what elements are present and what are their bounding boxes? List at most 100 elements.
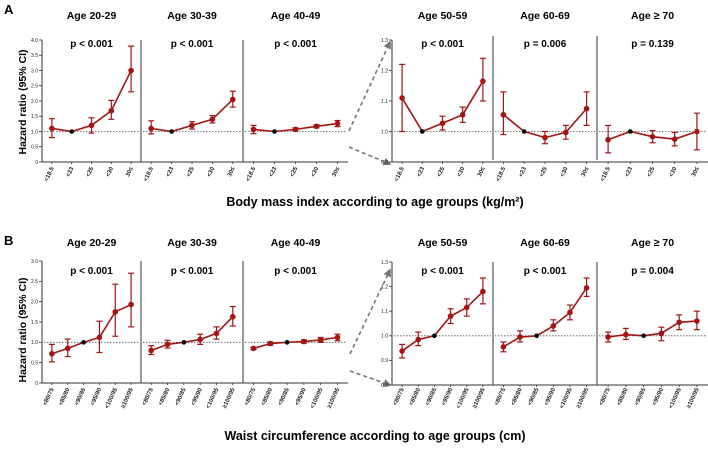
panel-a: A Age 20-29 p < 0.001 0 0.5 1.0 1.5 2.0 2.5 3.0 3.…: [4, 2, 708, 209]
x-tick-label: <95/90: [652, 387, 666, 407]
x-tick-label: <30: [457, 166, 467, 178]
x-tick-label: <30: [669, 166, 679, 178]
y-tick-label: 1.1: [381, 99, 388, 105]
data-point: [459, 111, 466, 118]
data-point: [334, 334, 341, 341]
data-point: [148, 125, 154, 132]
data-point: [250, 126, 257, 133]
reference-point: [432, 333, 437, 339]
data-point: [128, 67, 134, 74]
y-tick-label: 1.0: [381, 334, 388, 340]
age-group-title: Age 30-39: [167, 10, 217, 22]
data-point: [399, 95, 405, 101]
x-tick-label: <90/85: [74, 387, 88, 407]
data-point: [189, 122, 195, 129]
reference-point: [272, 129, 277, 134]
zoom-arrow: [348, 146, 392, 166]
data-point: [480, 78, 486, 84]
x-tick-label: <25: [290, 166, 300, 178]
x-tick-label: <23: [624, 166, 634, 178]
x-tick-label: 30≤: [125, 166, 135, 178]
x-tick-label: <95/90: [441, 387, 455, 407]
x-tick-label: <80/75: [494, 387, 508, 407]
p-value: p < 0.001: [421, 39, 464, 50]
age-group-title: Age 20-29: [67, 10, 117, 22]
y-tick-label: 1.5: [31, 114, 38, 120]
x-tick-label: <25: [437, 166, 447, 178]
data-point: [230, 313, 236, 320]
y-tick-label: 1.0: [381, 129, 388, 135]
y-tick-label: 1.0: [31, 340, 38, 346]
x-tick-label: <18.5: [143, 166, 155, 183]
x-tick-label: <100/95: [559, 387, 574, 410]
data-point: [583, 285, 590, 291]
y-tick-label: 4.0: [31, 38, 38, 44]
p-value: p < 0.001: [421, 266, 464, 277]
data-point: [694, 318, 700, 324]
x-tick-label: ≥100/95: [222, 387, 237, 410]
panel-label: A: [4, 2, 14, 17]
x-tick-label: <80/75: [244, 387, 258, 407]
age-group-title: Age 30-39: [167, 237, 217, 249]
x-tick-label: <25: [186, 166, 196, 178]
data-point: [500, 111, 507, 118]
x-tick-label: <85/80: [58, 387, 72, 407]
reference-point: [641, 333, 646, 339]
data-point: [463, 304, 470, 311]
data-point: [128, 301, 134, 308]
data-point: [658, 330, 665, 337]
x-tick-label: <90/85: [527, 387, 541, 407]
p-value: p < 0.001: [171, 39, 214, 50]
y-tick-label: 0.9: [381, 358, 388, 364]
data-point: [96, 334, 103, 341]
data-point: [334, 120, 341, 127]
x-tick-label: <30: [105, 166, 115, 178]
series-line: [51, 303, 132, 355]
age-group-title: Age ≥ 70: [631, 10, 674, 22]
y-tick-label: 0.5: [31, 145, 38, 151]
x-tick-label: <23: [166, 166, 176, 178]
y-tick-label: 3.0: [31, 68, 38, 74]
data-point: [317, 337, 324, 343]
age-group-title: Age 60-69: [520, 237, 570, 249]
data-point: [148, 347, 154, 354]
data-point: [112, 309, 119, 315]
data-point: [213, 330, 220, 337]
y-tick-label: 0.9: [381, 160, 388, 166]
x-tick-label: <90/85: [634, 387, 648, 407]
x-tick-label: <100/95: [456, 387, 471, 410]
age-group-4: Age 60-69 p = 0.006 <18.5 <23 <25 <30 30≤: [495, 10, 598, 183]
data-point: [676, 319, 682, 326]
age-group-1: Age 30-39 p < 0.001 <80/75 <85/80 <90/85 <95/…: [142, 237, 244, 410]
age-group-0: Age 20-29 p < 0.001 0 0.5 1.0 1.5 2.0 2.5 3.0 3.5…: [31, 10, 142, 183]
p-value: p = 0.004: [631, 266, 674, 277]
x-tick-label: <90/85: [174, 387, 188, 407]
x-tick-label: <80/75: [42, 387, 56, 407]
x-tick-label: <85/80: [616, 387, 630, 407]
x-tick-label: <25: [647, 166, 657, 178]
x-tick-label: <18.5: [495, 166, 507, 183]
age-group-3: Age 50-59 p < 0.001 0.9 1.0 1.1 1.2 1.3 <18.5 <2…: [381, 10, 494, 183]
data-point: [49, 125, 55, 132]
x-tick-label: <95/90: [544, 387, 558, 407]
reference-point: [69, 129, 74, 134]
y-tick-label: 1.2: [381, 68, 388, 74]
x-tick-label: <85/80: [158, 387, 172, 407]
data-point: [88, 122, 95, 129]
x-tick-label: 30≤: [227, 166, 237, 178]
y-tick-label: 1.1: [381, 309, 388, 315]
y-tick-label: 1.3: [381, 260, 388, 266]
p-value: p = 0.139: [631, 39, 674, 50]
x-tick-label: <23: [416, 166, 426, 178]
age-group-1: Age 30-39 p < 0.001 <18.5 <23 <25 <30 30≤: [143, 10, 244, 183]
x-axis-title: Waist circumference according to age gro…: [225, 429, 526, 443]
reference-point: [534, 333, 539, 339]
y-tick-label: 3.5: [31, 53, 38, 59]
x-tick-label: <100/95: [104, 387, 119, 410]
y-tick-label: 2.0: [31, 99, 38, 105]
data-point: [439, 120, 446, 127]
y-tick-label: 3.0: [31, 259, 38, 265]
x-tick-label: <80/75: [142, 387, 156, 407]
x-tick-label: <23: [518, 166, 528, 178]
x-tick-label: <100/95: [668, 387, 683, 410]
